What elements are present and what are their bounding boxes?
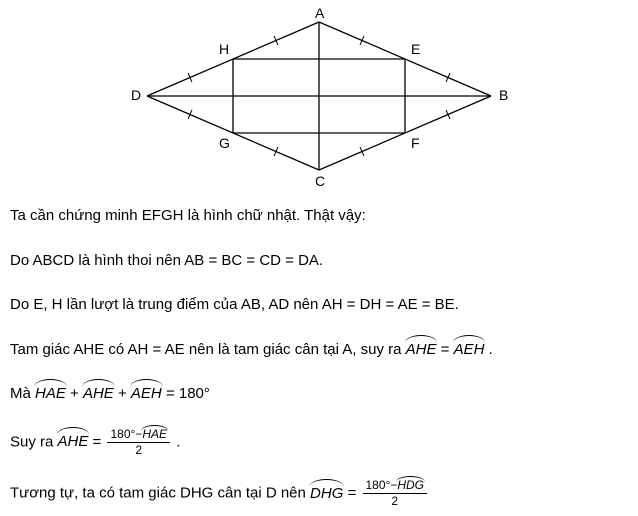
diagram-container: A B C D E F G H xyxy=(0,0,638,191)
line-1: Ta cần chứng minh EFGH là hình chữ nhật.… xyxy=(10,205,628,228)
l6-eq: = xyxy=(93,433,106,450)
l5-eq: = 180° xyxy=(166,385,210,402)
l4-dot: . xyxy=(489,341,493,358)
angle-AEH: AEH xyxy=(454,339,485,362)
angle-HAE: HAE xyxy=(35,383,66,406)
angle-HAE-frac: HAE xyxy=(142,428,167,441)
frac2-num-a: 180°− xyxy=(366,478,398,492)
frac2-den: 2 xyxy=(363,494,428,508)
l5-plus-2: + xyxy=(118,385,131,402)
svg-text:C: C xyxy=(315,173,325,186)
l5-plus-1: + xyxy=(70,385,83,402)
svg-text:E: E xyxy=(411,41,420,57)
line-3: Do E, H lần lượt là trung điểm của AB, A… xyxy=(10,294,628,317)
frac1-den: 2 xyxy=(107,443,170,457)
l7-text-a: Tương tự, ta có tam giác DHG cân tại D n… xyxy=(10,485,310,502)
fraction-1: 180°−HAE 2 xyxy=(107,428,170,457)
line-5: Mà HAE + AHE + AEH = 180° xyxy=(10,383,628,406)
angle-AHE: AHE xyxy=(406,339,437,362)
l7-eq: = xyxy=(348,485,361,502)
svg-text:D: D xyxy=(131,87,141,103)
line-4: Tam giác AHE có AH = AE nên là tam giác … xyxy=(10,339,628,362)
proof-text: Ta cần chứng minh EFGH là hình chữ nhật.… xyxy=(0,191,638,508)
angle-AHE-3: AHE xyxy=(58,431,89,454)
l6-text-a: Suy ra xyxy=(10,433,58,450)
l6-dot: . xyxy=(176,433,180,450)
frac1-num-a: 180°− xyxy=(110,427,142,441)
angle-HDG-frac: HDG xyxy=(397,479,424,492)
l5-text-a: Mà xyxy=(10,385,35,402)
svg-text:H: H xyxy=(219,41,229,57)
svg-text:B: B xyxy=(499,87,508,103)
line-6: Suy ra AHE = 180°−HAE 2 . xyxy=(10,428,628,457)
fraction-2: 180°−HDG 2 xyxy=(363,479,428,508)
svg-text:A: A xyxy=(315,6,325,21)
angle-AEH-2: AEH xyxy=(131,383,162,406)
line-7: Tương tự, ta có tam giác DHG cân tại D n… xyxy=(10,479,628,508)
svg-text:G: G xyxy=(219,135,230,151)
l4-text-a: Tam giác AHE có AH = AE nên là tam giác … xyxy=(10,341,406,358)
svg-text:F: F xyxy=(411,135,420,151)
l4-eq: = xyxy=(441,341,454,358)
rhombus-diagram: A B C D E F G H xyxy=(119,6,519,186)
angle-DHG: DHG xyxy=(310,483,343,506)
line-2: Do ABCD là hình thoi nên AB = BC = CD = … xyxy=(10,250,628,273)
angle-AHE-2: AHE xyxy=(83,383,114,406)
